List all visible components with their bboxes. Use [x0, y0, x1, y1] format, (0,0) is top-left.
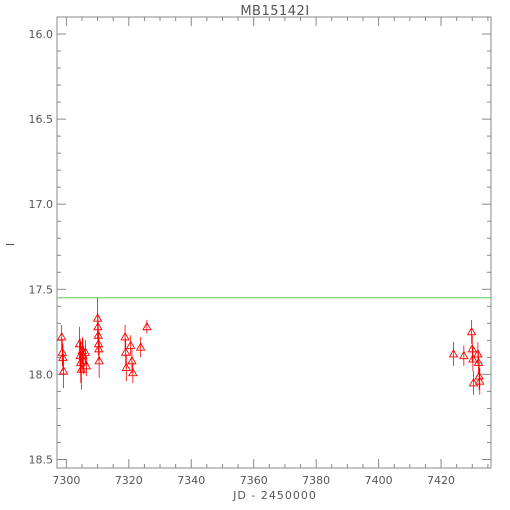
x-tick-label: 7360 — [240, 474, 268, 487]
x-tick-label: 7400 — [365, 474, 393, 487]
plot-frame — [56, 16, 492, 469]
data-point — [474, 367, 485, 395]
data-point — [94, 343, 104, 378]
triangle-marker — [80, 347, 91, 356]
x-tick-label: 7300 — [52, 474, 80, 487]
data-point — [468, 347, 478, 371]
data-point — [467, 335, 478, 363]
triangle-marker — [135, 342, 146, 351]
x-axis: 7300 7320 7340 7360 7380 7400 7420 — [52, 17, 489, 487]
triangle-marker — [468, 377, 479, 387]
triangle-marker — [94, 355, 104, 365]
data-point — [468, 370, 479, 395]
data-point — [57, 338, 68, 366]
data-point — [448, 342, 459, 366]
triangle-marker — [121, 362, 132, 372]
triangle-marker — [473, 357, 484, 366]
data-point — [81, 355, 92, 377]
triangle-marker — [120, 347, 131, 356]
data-point — [135, 336, 146, 358]
data-point — [58, 343, 68, 371]
triangle-marker — [459, 350, 469, 360]
triangle-marker — [56, 332, 67, 341]
data-point — [120, 325, 130, 349]
triangle-marker — [467, 343, 478, 353]
data-point — [56, 325, 67, 349]
data-point — [127, 348, 137, 373]
chart-title: MB15142I — [240, 4, 309, 19]
data-point — [80, 340, 91, 365]
data-point — [74, 326, 85, 361]
triangle-marker — [58, 352, 68, 361]
y-axis: 16.0 16.5 17.0 17.5 18.0 18.5 — [29, 16, 491, 466]
data-point — [142, 319, 152, 334]
triangle-marker — [142, 321, 152, 331]
triangle-marker — [466, 326, 477, 336]
data-point — [58, 353, 69, 389]
data-point — [459, 345, 469, 366]
triangle-marker — [74, 338, 85, 348]
data-point — [466, 319, 477, 344]
triangle-marker — [128, 367, 138, 377]
y-tick-label: 16.5 — [29, 113, 54, 126]
data-point — [128, 362, 138, 383]
triangle-marker — [79, 355, 89, 365]
data-point — [473, 342, 483, 366]
data-point — [121, 353, 132, 382]
x-tick-label: 7420 — [427, 474, 455, 487]
x-tick-label: 7320 — [115, 474, 143, 487]
x-tick-label: 7380 — [302, 474, 330, 487]
triangle-marker — [125, 340, 136, 349]
data-point — [125, 335, 136, 356]
x-axis-label: JD - 2450000 — [232, 489, 317, 502]
y-tick-label: 18.5 — [29, 453, 54, 466]
triangle-marker — [468, 354, 478, 363]
triangle-marker — [120, 332, 130, 341]
triangle-marker — [473, 349, 483, 358]
data-point — [473, 350, 484, 375]
triangle-marker — [81, 360, 92, 370]
y-tick-label: 16.0 — [29, 28, 54, 41]
data-series — [56, 297, 485, 395]
data-point — [120, 338, 131, 366]
triangle-marker — [448, 349, 459, 358]
y-tick-label: 17.0 — [29, 198, 54, 211]
y-tick-label: 17.5 — [29, 283, 54, 296]
y-axis-label: I — [4, 242, 17, 246]
triangle-marker — [58, 366, 69, 375]
y-tick-label: 18.0 — [29, 368, 54, 381]
triangle-marker — [474, 376, 485, 385]
x-tick-label: 7340 — [177, 474, 205, 487]
triangle-marker — [127, 355, 137, 365]
